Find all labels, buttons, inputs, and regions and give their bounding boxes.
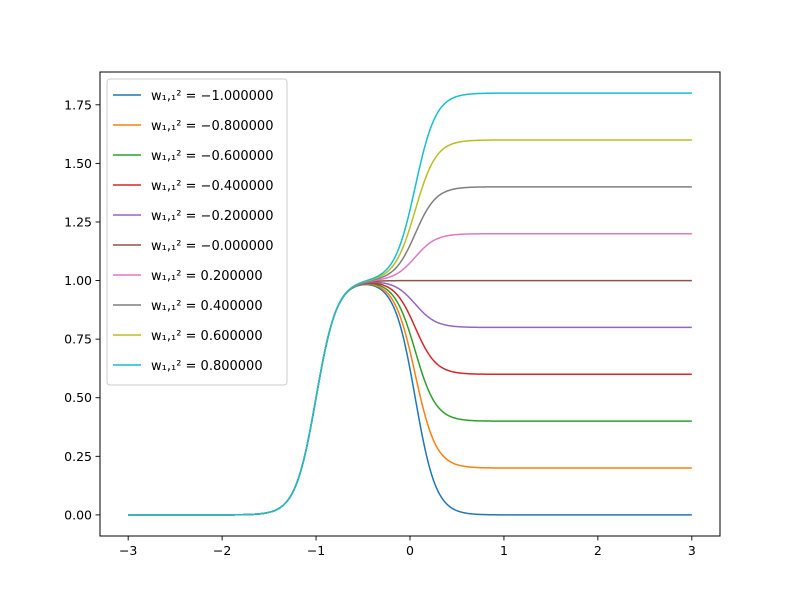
legend-label: w₁,₁² = −0.400000 xyxy=(151,179,273,194)
legend-label: w₁,₁² = 0.800000 xyxy=(151,359,263,374)
legend-label: w₁,₁² = −1.000000 xyxy=(151,89,273,104)
legend-label: w₁,₁² = −0.200000 xyxy=(151,209,273,224)
y-tick-label: 0.75 xyxy=(64,332,92,347)
y-tick-label: 1.50 xyxy=(64,156,92,171)
x-tick-label: −1 xyxy=(307,543,325,558)
x-tick-label: 0 xyxy=(406,543,414,558)
y-tick-label: 0.00 xyxy=(64,507,92,522)
y-tick-label: 0.25 xyxy=(64,449,92,464)
legend-box xyxy=(106,78,288,386)
y-tick-label: 1.75 xyxy=(64,97,92,112)
series-line-9 xyxy=(128,92,692,516)
y-axis: 0.00 0.25 0.50 0.75 1.00 1.25 1.50 1.75 xyxy=(64,97,100,522)
legend: w₁,₁² = −1.000000 w₁,₁² = −0.800000 w₁,₁² … xyxy=(106,78,288,386)
x-tick-label: −2 xyxy=(213,543,231,558)
legend-label: w₁,₁² = −0.600000 xyxy=(151,149,273,164)
x-tick-label: −3 xyxy=(119,543,137,558)
legend-label: w₁,₁² = 0.400000 xyxy=(151,299,263,314)
y-tick-label: 1.00 xyxy=(64,273,92,288)
series-lines xyxy=(128,92,692,516)
x-axis: −3 −2 −1 0 1 2 3 xyxy=(119,536,696,558)
legend-label: w₁,₁² = 0.200000 xyxy=(151,269,263,284)
x-tick-label: 3 xyxy=(688,543,696,558)
y-tick-label: 1.25 xyxy=(64,214,92,229)
legend-label: w₁,₁² = −0.000000 xyxy=(151,239,273,254)
legend-label: w₁,₁² = −0.800000 xyxy=(151,119,273,134)
y-tick-label: 0.50 xyxy=(64,390,92,405)
legend-label: w₁,₁² = 0.600000 xyxy=(151,329,263,344)
x-tick-label: 2 xyxy=(594,543,602,558)
x-tick-label: 1 xyxy=(500,543,508,558)
